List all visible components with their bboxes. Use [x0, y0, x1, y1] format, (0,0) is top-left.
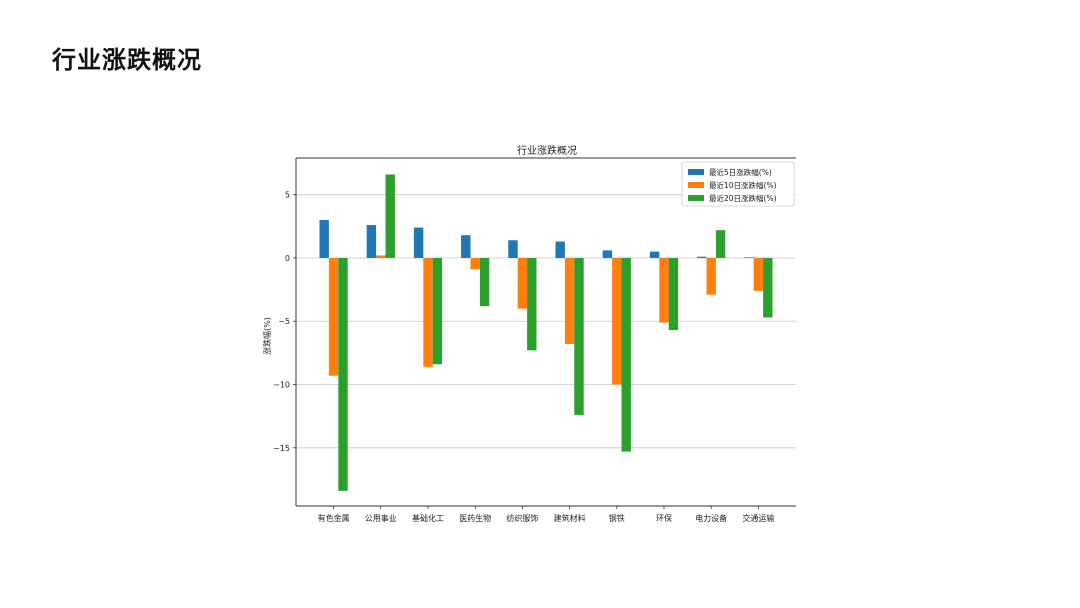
- bar: [479, 257, 490, 307]
- x-tick-label: 纺织服饰: [506, 513, 538, 523]
- bar-chart: 行业涨跌概况 5 0 −5 −10 −15 有色金属 公用事业 基础化工 医药生物 纺织服饰 建筑材…: [262, 144, 796, 523]
- legend-label: 最近10日涨跌幅(%): [709, 180, 777, 190]
- bar: [555, 241, 565, 258]
- bar: [423, 257, 433, 367]
- x-tick-label: 建筑材料: [554, 513, 586, 523]
- y-tick-label: 5: [285, 191, 290, 200]
- bar: [385, 174, 395, 258]
- bar: [706, 257, 716, 295]
- x-tick-label: 有色金属: [318, 513, 350, 523]
- x-tick-label: 环保: [656, 513, 672, 523]
- bar: [517, 257, 528, 309]
- bar: [697, 256, 707, 258]
- bar: [574, 257, 584, 415]
- bars: [319, 174, 773, 491]
- bar: [602, 250, 613, 258]
- bar: [564, 257, 575, 345]
- y-tick-label: −15: [273, 444, 290, 453]
- legend-swatch: [688, 195, 704, 201]
- bar: [413, 227, 424, 258]
- chart-container: 行业涨跌概况 5 0 −5 −10 −15 有色金属 公用事业 基础化工 医药生物 纺织服饰 建筑材…: [240, 136, 820, 536]
- axes: [293, 157, 796, 509]
- legend-label: 最近20日涨跌幅(%): [709, 193, 777, 203]
- x-tick-label: 医药生物: [459, 513, 491, 523]
- y-tick-label: −10: [273, 381, 290, 390]
- legend-swatch: [688, 182, 704, 188]
- x-tick-label: 交通运输: [742, 513, 774, 523]
- legend-swatch: [688, 169, 704, 175]
- x-tick-label: 钢铁: [609, 513, 625, 523]
- legend: 最近5日涨跌幅(%) 最近10日涨跌幅(%) 最近20日涨跌幅(%): [681, 161, 795, 207]
- bar: [753, 257, 764, 291]
- bar: [744, 257, 754, 258]
- bar: [338, 257, 348, 491]
- bar: [376, 255, 386, 258]
- y-axis-label: 涨跌幅(%): [262, 317, 272, 355]
- bar: [659, 257, 669, 323]
- bar: [508, 240, 518, 258]
- bar: [668, 257, 679, 331]
- tick-labels: 5 0 −5 −10 −15 有色金属 公用事业 基础化工 医药生物 纺织服饰 建筑材料 钢铁 环保 电力…: [273, 191, 774, 523]
- bar: [763, 257, 773, 318]
- bar: [319, 220, 329, 258]
- bar: [612, 257, 622, 385]
- bar: [649, 251, 660, 258]
- bar: [621, 257, 631, 452]
- page-title: 行业涨跌概况: [52, 46, 202, 74]
- bar: [366, 225, 377, 258]
- y-tick-label: 0: [285, 254, 290, 263]
- x-tick-label: 电力设备: [695, 513, 727, 523]
- x-tick-label: 基础化工: [412, 513, 444, 523]
- y-tick-label: −5: [278, 317, 290, 326]
- x-tick-label: 公用事业: [365, 513, 397, 523]
- bar: [527, 257, 537, 351]
- bar: [715, 230, 726, 258]
- bar: [461, 235, 471, 258]
- legend-box: [681, 161, 795, 207]
- bar: [470, 257, 480, 270]
- chart-title: 行业涨跌概况: [517, 144, 577, 157]
- bar: [328, 257, 339, 376]
- bar: [432, 257, 443, 365]
- legend-label: 最近5日涨跌幅(%): [709, 167, 772, 177]
